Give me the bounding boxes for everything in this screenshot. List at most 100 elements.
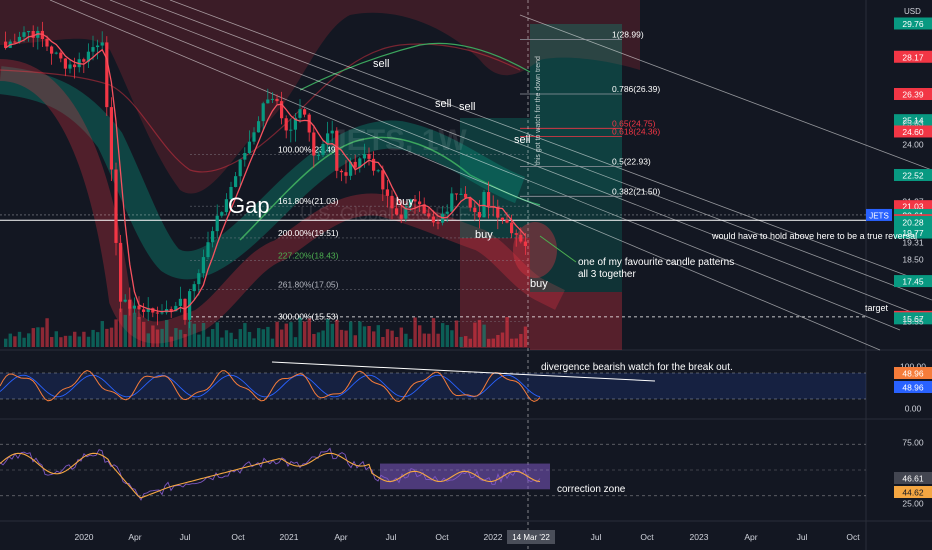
volume-bar [381,336,385,347]
lower-band-fill [0,59,565,344]
trend-channel-line-6 [519,14,932,171]
candle-body [335,130,339,171]
volume-bar [326,319,330,347]
candle-body [496,206,500,218]
price-tag-bg-1 [894,17,932,30]
volume-bar [59,337,63,347]
gap-label: Gap [228,193,270,218]
candle-body [275,98,279,102]
long-profit-zone-lower [530,194,622,292]
candle-body [59,52,63,59]
volume-bar [385,329,390,347]
volume-bar [482,324,486,347]
time-tick-2: Apr [128,532,141,542]
volume-bar [123,314,127,347]
price-tag-2: 28.17 [902,52,924,62]
osc2-tag-bg-3 [894,486,932,498]
volume-bar [312,333,316,347]
volume-bar [376,325,380,347]
volume-bar [82,331,86,347]
fib-label-5: 0.5(22.93) [612,156,651,166]
volume-bar [8,333,12,347]
candle-body [128,299,132,309]
price-tag-bg-2 [894,50,932,63]
candle-body [519,234,523,242]
osc2-tag-2: 46.61 [902,474,924,484]
candle-body [326,133,330,144]
volume-bar [165,319,169,347]
candle-body [73,64,77,68]
volume-bar [298,317,302,347]
volume-bar [473,322,477,347]
volume-bar [137,316,141,347]
volume-bar [50,337,54,347]
volume-bar [146,333,150,347]
price-tag-bg-20 [894,312,932,325]
volume-bar [307,318,311,347]
sell-label-4: sell [514,134,531,146]
volume-bar [54,331,58,347]
volume-bar [119,308,123,347]
volume-bar [247,331,252,347]
correction-zone-label: correction zone [557,484,626,495]
candle-body [316,154,320,156]
upper-band-fill [0,0,640,194]
candle-body [109,107,113,170]
extension-label-2: 161.80%(21.03) [278,196,339,206]
price-tag-1: 29.76 [902,19,924,29]
price-tag-bg-14 [894,215,932,228]
volume-bar [22,337,26,347]
osc1-band [0,373,866,399]
buy-label-3: buy [530,278,548,290]
volume-bar [197,334,201,347]
volume-bar [353,335,357,347]
candle-body [142,309,146,312]
candle-body [68,64,72,69]
candle-body [459,193,463,195]
volume-bar [220,337,224,347]
candle-body [362,154,366,159]
candles-group [4,21,527,329]
candle-body [445,211,449,214]
candle-body [119,242,123,302]
candle-body [45,38,49,47]
currency-label: USD [904,7,921,16]
candle-body [523,241,527,246]
candle-body [353,161,357,168]
volume-bar [445,325,449,347]
price-tag-bg-15 [894,226,932,239]
candle-pattern-line-1: one of my favourite candle patterns [578,257,735,268]
volume-bar [418,325,422,347]
candle-body [408,199,412,207]
volume-bar [132,312,137,347]
candle-body [270,98,274,100]
long-profit-zone [530,24,622,194]
volume-bar [96,332,100,347]
candle-body [266,99,270,104]
volume-bar [367,326,371,347]
candle-body [454,193,458,195]
volume-bar [178,329,183,347]
price-tag-8: 22.52 [902,170,924,180]
trend-channel-line-2 [79,0,901,331]
candle-body [146,308,150,312]
candle-body [132,305,136,309]
time-tick-11: Jul [591,532,602,542]
cloud-watermark: U.S. Global Jets ETF [300,204,469,224]
candle-body [431,216,435,223]
price-tag-20: 15.67 [902,314,924,324]
symbol-tag: JETS [869,211,889,220]
time-tick-15: Jul [797,532,808,542]
volume-bar [468,338,472,347]
candle-body [312,132,316,156]
buy-label-2: buy [475,229,493,241]
candle-body [105,42,109,108]
candle-body [155,312,159,314]
osc2-label-4: 25.00 [902,499,924,509]
volume-group [4,307,528,347]
volume-bar [257,328,261,347]
candle-body [510,222,514,234]
osc1-main-line [0,369,541,403]
